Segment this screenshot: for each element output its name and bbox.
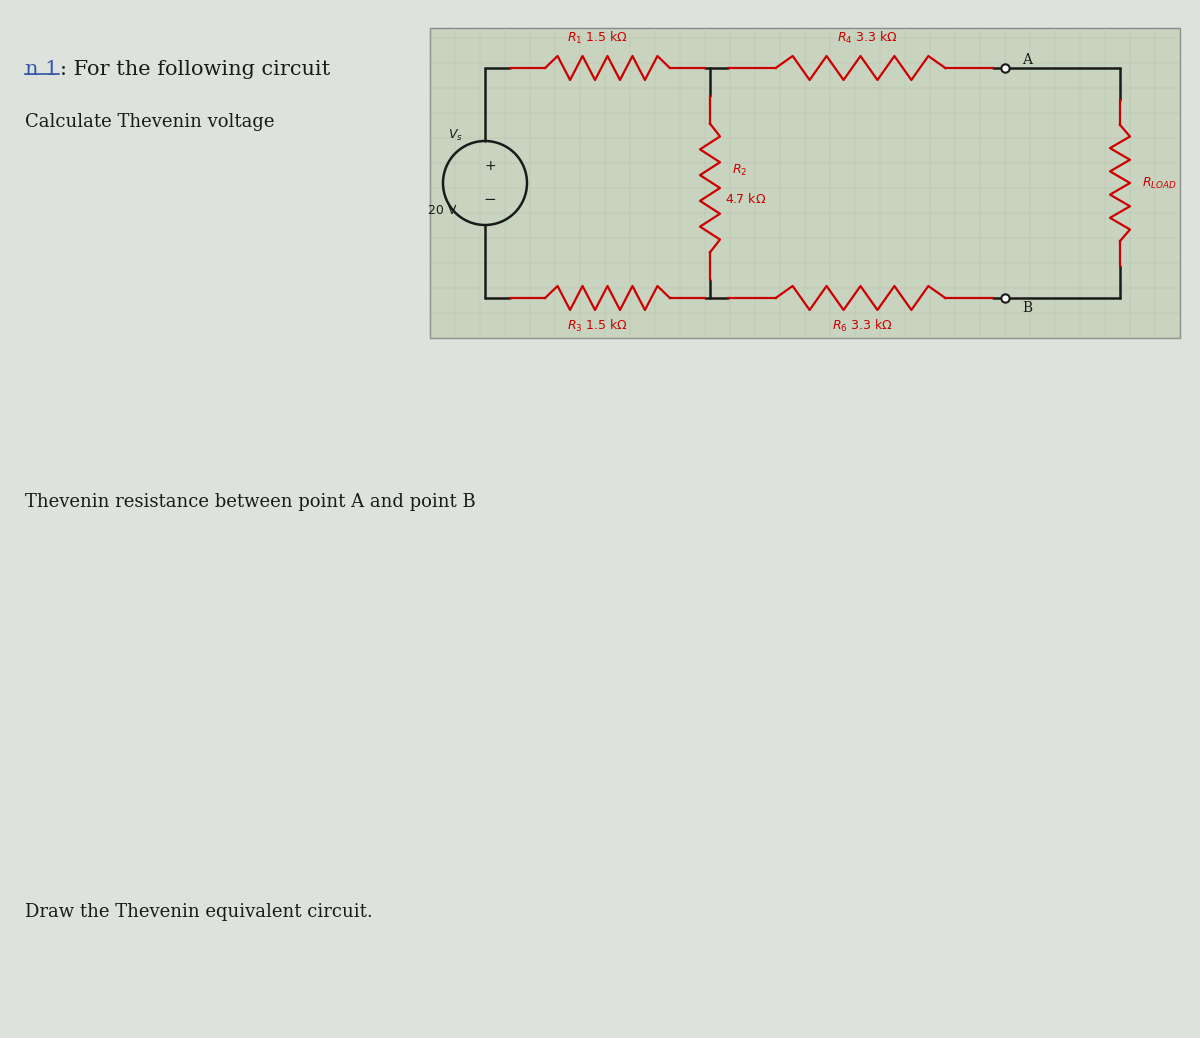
Text: n 1: n 1 [25,60,59,79]
Text: $R_3$ 1.5 k$\Omega$: $R_3$ 1.5 k$\Omega$ [568,318,628,334]
Bar [430,28,1180,338]
Text: +: + [484,159,496,173]
Text: −: − [484,192,497,208]
Text: Draw the Thevenin equivalent circuit.: Draw the Thevenin equivalent circuit. [25,903,373,921]
Text: 4.7 k$\Omega$: 4.7 k$\Omega$ [725,192,767,206]
Text: $R_2$: $R_2$ [732,163,748,177]
Text: A: A [1022,53,1032,67]
Text: : For the following circuit: : For the following circuit [60,60,330,79]
Text: $V_s$: $V_s$ [448,128,462,143]
Text: $R_1$ 1.5 k$\Omega$: $R_1$ 1.5 k$\Omega$ [568,30,628,46]
Text: $R_6$ 3.3 k$\Omega$: $R_6$ 3.3 k$\Omega$ [832,318,893,334]
Text: B: B [1022,301,1032,315]
Text: $R_4$ 3.3 k$\Omega$: $R_4$ 3.3 k$\Omega$ [838,30,898,46]
Text: Calculate Thevenin voltage: Calculate Thevenin voltage [25,113,275,131]
Text: 20 V: 20 V [428,204,456,218]
Text: Thevenin resistance between point A and point B: Thevenin resistance between point A and … [25,493,475,511]
Text: $R_{LOAD}$: $R_{LOAD}$ [1142,175,1177,191]
